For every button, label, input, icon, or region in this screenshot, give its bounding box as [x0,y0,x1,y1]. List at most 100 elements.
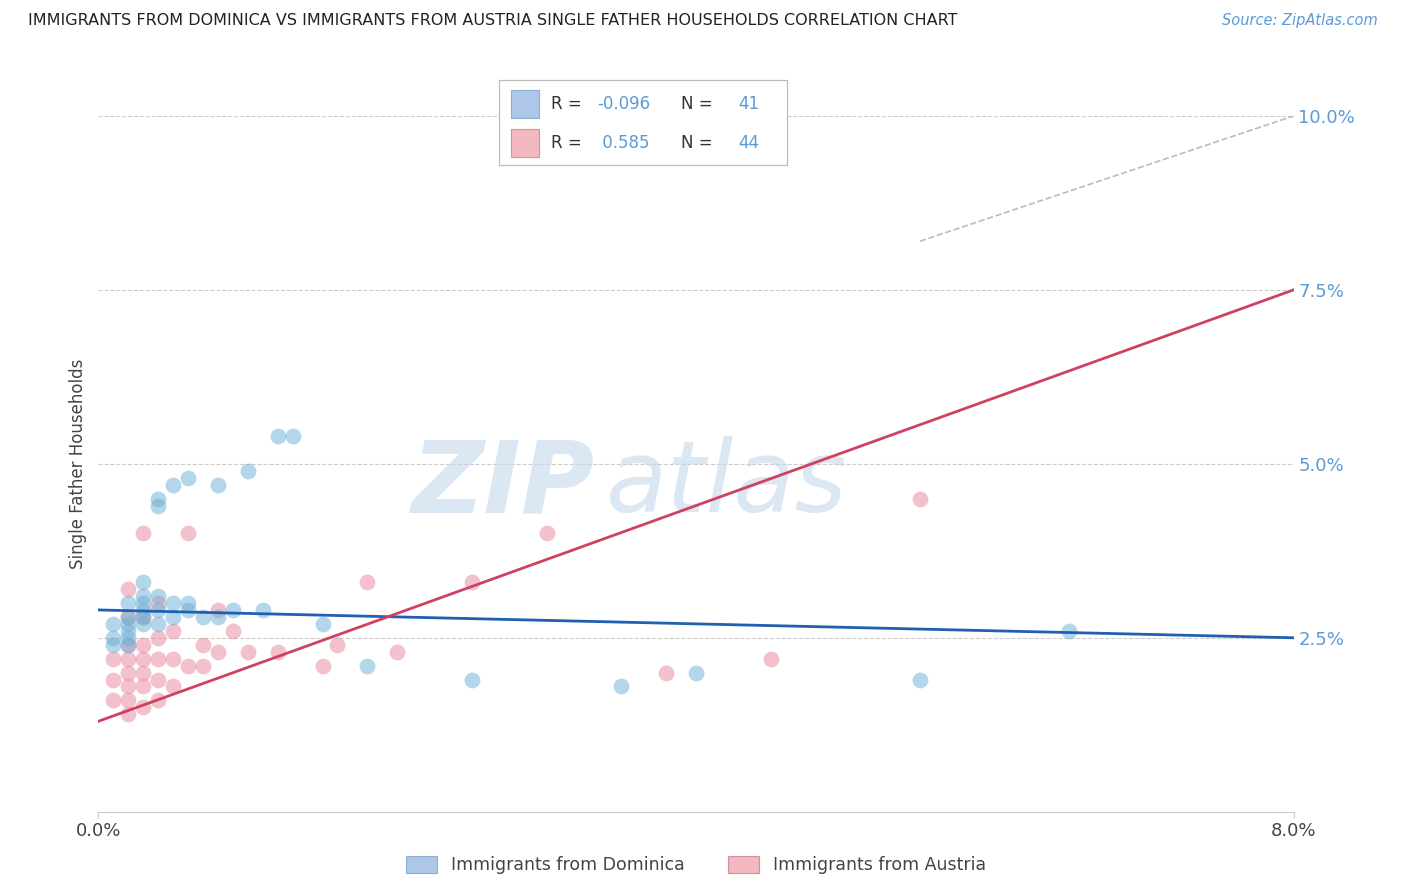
Point [207,477,229,491]
Point [162,477,184,491]
Point [117,665,139,680]
Bar [510,90,540,118]
Point [162,680,184,694]
Point [132,610,155,624]
Point [132,526,155,541]
Point [207,610,229,624]
Point [148,596,170,610]
Point [148,693,170,707]
Point [103,638,125,652]
Point [685,665,707,680]
Point [267,429,290,443]
Point [461,673,484,687]
Point [103,693,125,707]
Point [207,645,229,659]
Point [132,603,155,617]
Point [610,680,633,694]
Point [117,651,139,665]
Text: R =: R = [551,95,588,113]
Text: N =: N = [681,95,717,113]
Point [267,645,290,659]
Point [132,575,155,590]
Point [311,658,333,673]
Point [117,638,139,652]
Point [655,665,678,680]
Point [177,603,200,617]
Point [148,499,170,513]
Point [385,645,409,659]
Point [177,658,200,673]
Text: ZIP: ZIP [412,436,595,533]
Text: IMMIGRANTS FROM DOMINICA VS IMMIGRANTS FROM AUSTRIA SINGLE FATHER HOUSEHOLDS COR: IMMIGRANTS FROM DOMINICA VS IMMIGRANTS F… [28,13,957,29]
Point [191,610,214,624]
Point [117,610,139,624]
Point [132,589,155,603]
Point [148,631,170,645]
Text: 41: 41 [738,95,759,113]
Point [162,651,184,665]
Point [117,624,139,638]
Point [117,616,139,631]
Point [132,665,155,680]
Point [132,680,155,694]
Text: Source: ZipAtlas.com: Source: ZipAtlas.com [1222,13,1378,29]
Point [148,673,170,687]
Y-axis label: Single Father Households: Single Father Households [69,359,87,569]
Point [356,575,378,590]
Point [759,651,782,665]
Point [356,658,378,673]
Point [148,651,170,665]
Point [132,610,155,624]
Point [117,707,139,722]
Point [132,638,155,652]
Point [148,616,170,631]
Point [117,680,139,694]
Point [162,610,184,624]
Point [207,603,229,617]
Point [281,429,304,443]
Point [148,603,170,617]
Text: atlas: atlas [606,436,848,533]
Text: 0.585: 0.585 [598,134,650,152]
Point [117,596,139,610]
Point [536,526,558,541]
Point [177,596,200,610]
Point [148,589,170,603]
Point [191,658,214,673]
Point [311,616,333,631]
Point [103,631,125,645]
Point [117,631,139,645]
Point [162,624,184,638]
Point [908,491,931,506]
Text: N =: N = [681,134,717,152]
Point [326,638,349,652]
Point [117,638,139,652]
Point [461,575,484,590]
Point [103,616,125,631]
Text: R =: R = [551,134,588,152]
Point [132,616,155,631]
Point [103,651,125,665]
Point [177,526,200,541]
Point [132,700,155,714]
Point [117,582,139,596]
Point [132,596,155,610]
Point [222,624,245,638]
Point [103,673,125,687]
Point [252,603,274,617]
Point [117,610,139,624]
Point [191,638,214,652]
Point [908,673,931,687]
Point [177,471,200,485]
Point [236,645,259,659]
Point [148,491,170,506]
Legend: Immigrants from Dominica, Immigrants from Austria: Immigrants from Dominica, Immigrants fro… [396,847,995,883]
Point [162,596,184,610]
Point [1059,624,1081,638]
Point [117,693,139,707]
Text: 44: 44 [738,134,759,152]
Point [132,651,155,665]
Text: -0.096: -0.096 [598,95,650,113]
Bar [510,129,540,157]
Point [222,603,245,617]
